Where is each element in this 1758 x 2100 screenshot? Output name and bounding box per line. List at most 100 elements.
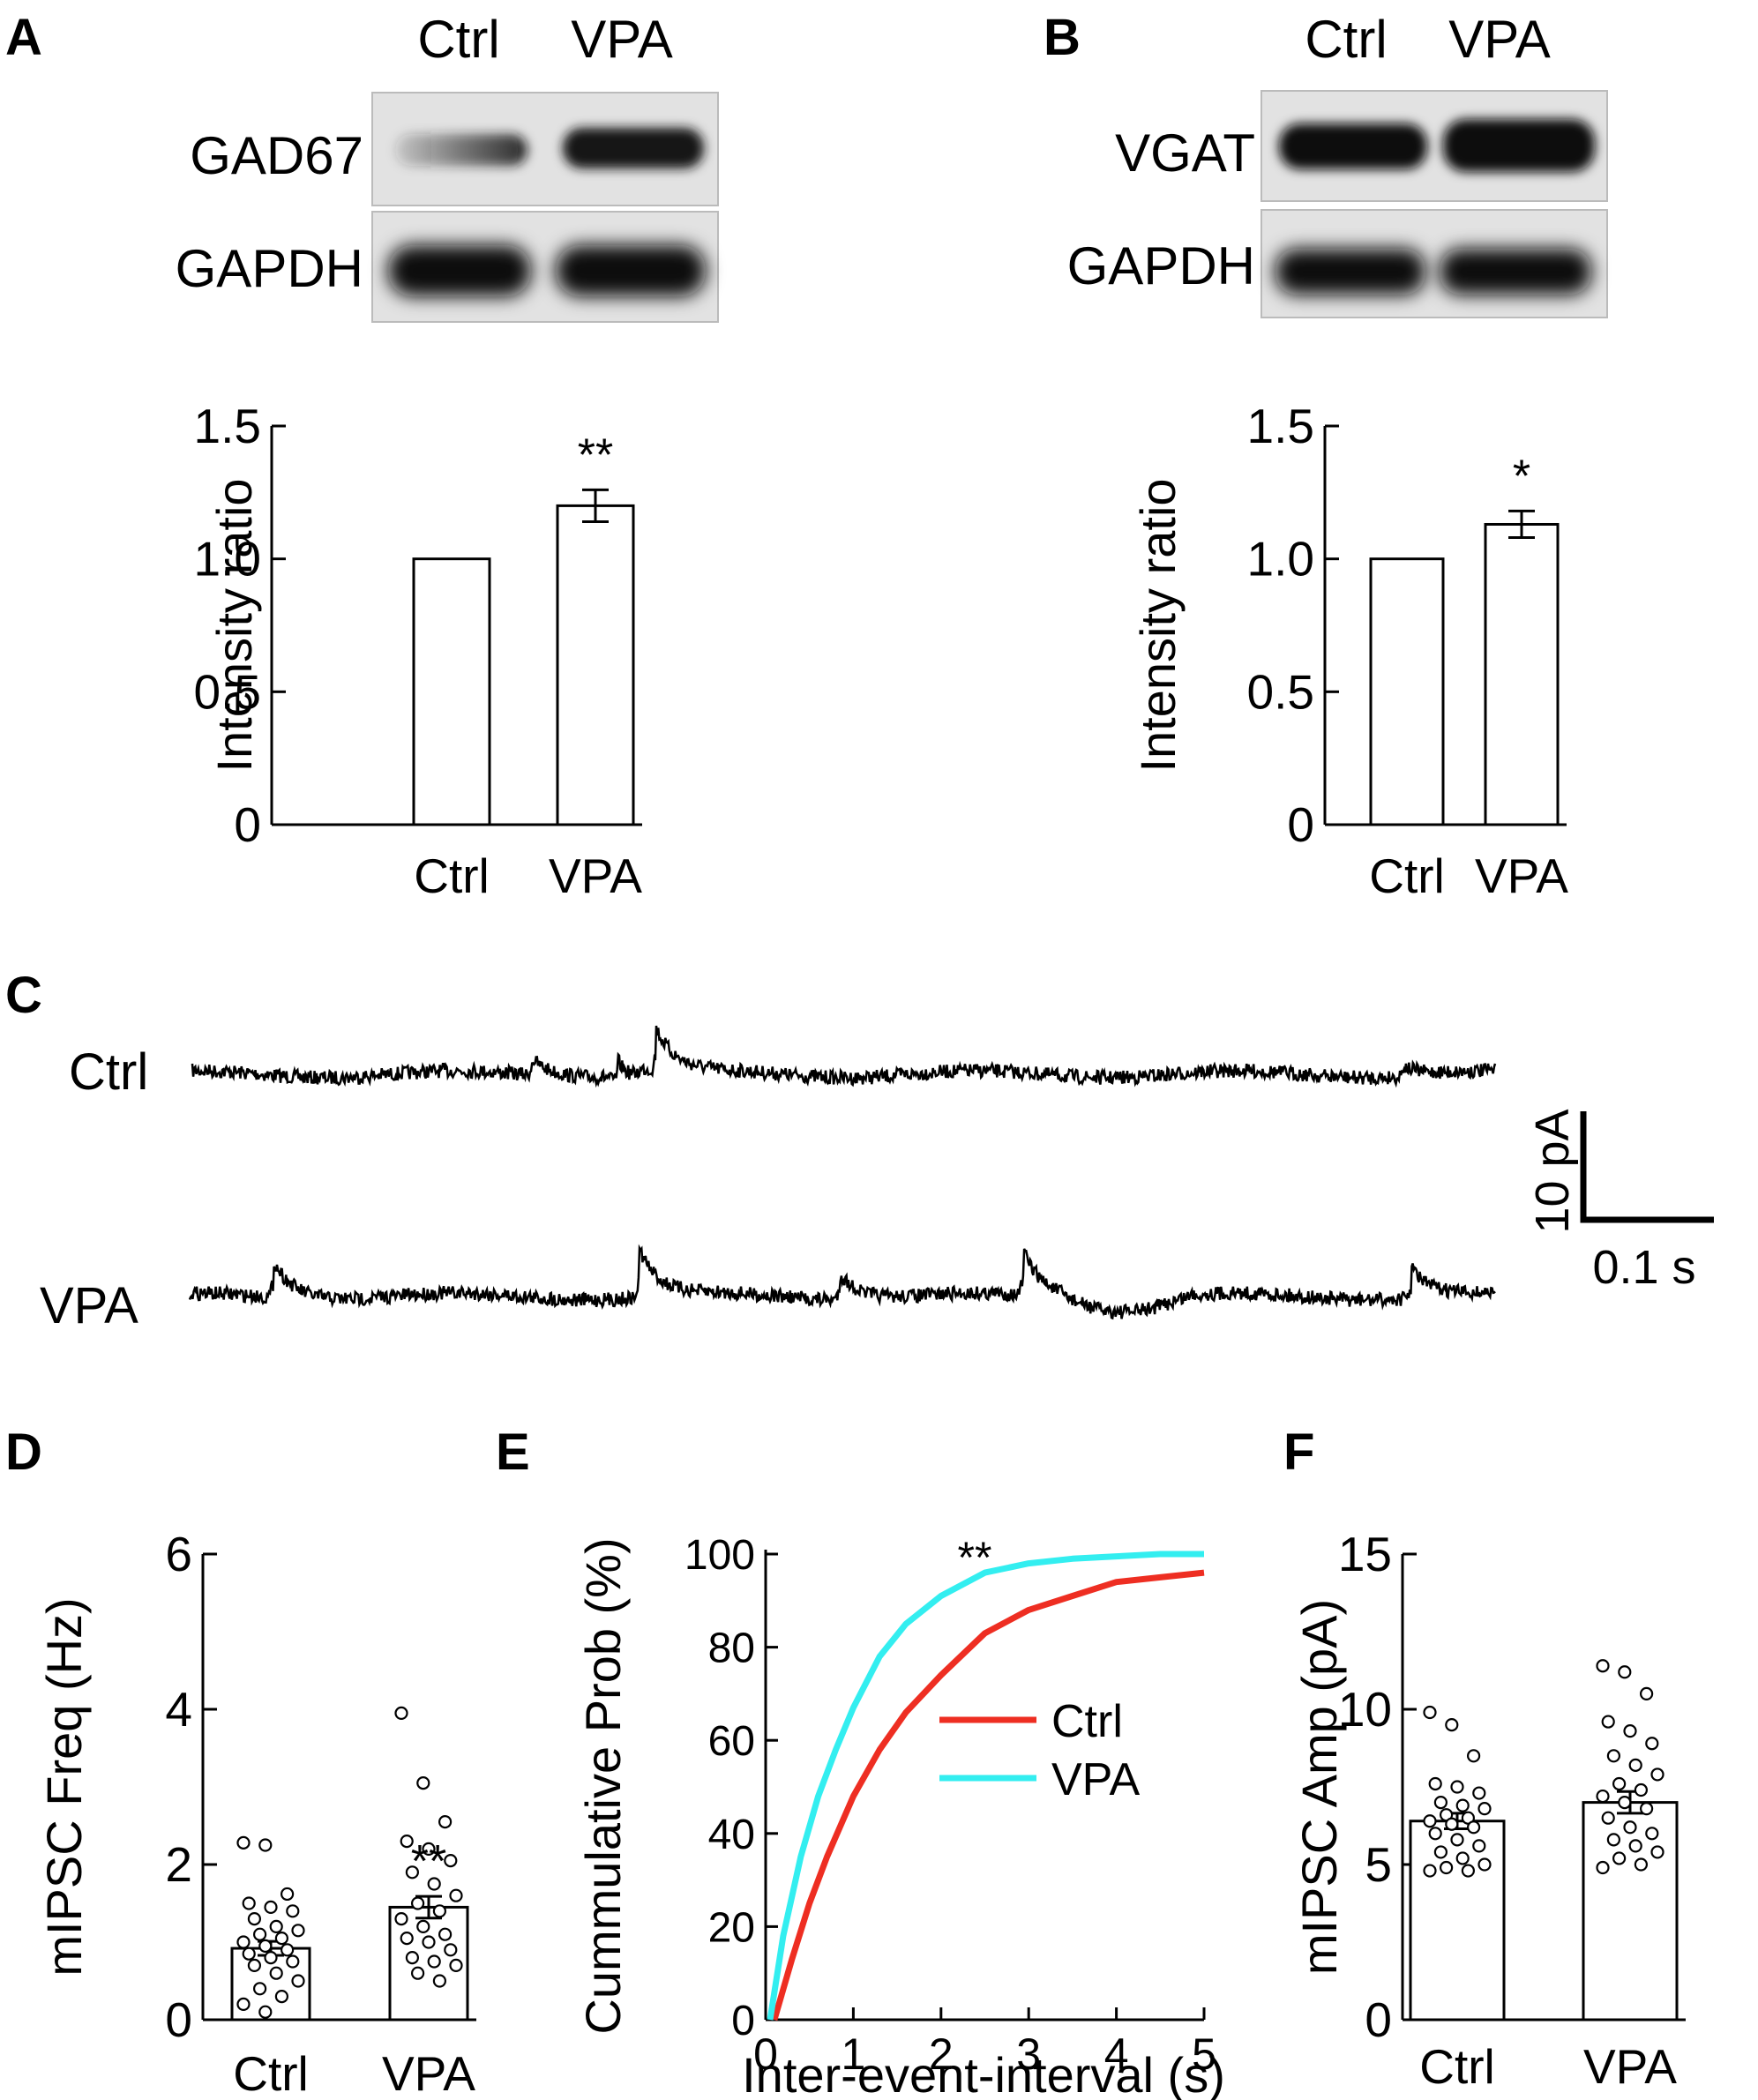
panel-label-e: E bbox=[496, 1424, 530, 1481]
x-tick-label: 4 bbox=[1104, 2029, 1129, 2079]
data-point bbox=[264, 1951, 278, 1965]
data-point bbox=[242, 1947, 256, 1961]
data-point bbox=[236, 1835, 251, 1850]
y-tick-label: 1.0 bbox=[1247, 532, 1314, 587]
data-point bbox=[264, 1900, 278, 1914]
blot-a-band-gapdh-vpa bbox=[556, 245, 706, 296]
chart-f-mipsc-amp: 0 5 10 15 mIPSC Amp (pA) Ctrl VPA bbox=[1291, 1527, 1686, 2094]
y-tick-label: 0.5 bbox=[194, 664, 261, 719]
y-tick-label: 6 bbox=[165, 1527, 192, 1581]
x-tick-label: VPA bbox=[549, 848, 642, 903]
data-point bbox=[422, 1842, 436, 1856]
western-blot-b: Ctrl VPA VGAT GAPDH bbox=[1067, 10, 1608, 318]
data-point bbox=[432, 1974, 446, 1988]
data-point bbox=[449, 1958, 463, 1972]
scale-bar-x-label: 0.1 s bbox=[1592, 1241, 1695, 1294]
blot-b-band-gapdh-ctrl bbox=[1275, 249, 1425, 295]
series-line-ctrl bbox=[771, 1569, 1205, 2021]
panel-label-a: A bbox=[5, 9, 42, 66]
bar-vpa bbox=[1582, 1801, 1679, 2022]
data-point bbox=[1634, 1857, 1649, 1872]
data-point bbox=[438, 1815, 453, 1829]
y-tick-label: 4 bbox=[165, 1682, 192, 1737]
x-tick-label: 1 bbox=[841, 2029, 865, 2079]
data-point bbox=[1596, 1860, 1610, 1875]
x-tick-label: 2 bbox=[929, 2029, 954, 2079]
data-point bbox=[444, 1943, 458, 1957]
y-tick-label: 1.0 bbox=[194, 532, 261, 587]
data-point bbox=[1455, 1851, 1470, 1865]
data-point bbox=[1439, 1860, 1454, 1875]
data-point bbox=[247, 1912, 261, 1926]
data-point bbox=[1601, 1715, 1615, 1729]
data-point bbox=[1428, 1776, 1442, 1791]
x-tick-label: 3 bbox=[1016, 2029, 1041, 2079]
x-tick-label: Ctrl bbox=[1369, 848, 1445, 903]
y-tick-label: 0 bbox=[234, 797, 261, 852]
data-point bbox=[1606, 1749, 1621, 1763]
trace-ctrl bbox=[191, 1025, 1497, 1088]
y-axis-label: mIPSC Freq (Hz) bbox=[36, 1597, 92, 1976]
bar-ctrl bbox=[412, 557, 491, 826]
trace-vpa bbox=[188, 1244, 1496, 1320]
data-point bbox=[1445, 1817, 1459, 1831]
data-point bbox=[1628, 1839, 1642, 1853]
data-point bbox=[444, 1854, 458, 1868]
data-point bbox=[1618, 1795, 1632, 1810]
data-point bbox=[1450, 1833, 1464, 1847]
data-point bbox=[258, 1838, 273, 1852]
data-point bbox=[1466, 1749, 1481, 1763]
significance-marker: ** bbox=[958, 1533, 992, 1582]
data-point bbox=[1639, 1686, 1654, 1701]
data-point bbox=[1433, 1795, 1448, 1810]
bar-vpa bbox=[556, 504, 635, 826]
data-point bbox=[1445, 1717, 1459, 1732]
y-tick-label: 0.5 bbox=[1247, 664, 1314, 719]
data-point bbox=[1472, 1839, 1486, 1853]
significance-marker: ** bbox=[411, 1836, 446, 1887]
data-point bbox=[1461, 1864, 1476, 1878]
data-point bbox=[269, 1919, 283, 1933]
data-point bbox=[286, 1904, 300, 1918]
y-tick-label: 80 bbox=[708, 1625, 755, 1672]
panel-label-d: D bbox=[5, 1424, 42, 1481]
data-point bbox=[1606, 1833, 1621, 1847]
x-tick-label: 5 bbox=[1192, 2029, 1216, 2079]
x-tick-label: Ctrl bbox=[233, 2046, 309, 2100]
chart-b-intensity-ratio: 0 0.5 1.0 1.5 Intensity ratio Ctrl VPA * bbox=[1130, 399, 1568, 903]
data-point bbox=[1472, 1786, 1486, 1800]
y-tick-label: 0 bbox=[1365, 1992, 1392, 2047]
blot-a-band-gapdh-ctrl bbox=[388, 245, 531, 296]
data-point bbox=[253, 1982, 267, 1996]
blot-a-row-gapdh: GAPDH bbox=[176, 239, 363, 298]
x-axis-label: Inter-event-interval (s) bbox=[742, 2047, 1225, 2100]
blot-b-lane-ctrl: Ctrl bbox=[1305, 10, 1387, 69]
data-point bbox=[1645, 1737, 1659, 1751]
data-point bbox=[1428, 1827, 1442, 1841]
y-axis-label: Intensity ratio bbox=[1130, 478, 1186, 772]
data-point bbox=[1423, 1814, 1437, 1828]
y-tick-label: 0 bbox=[165, 1992, 192, 2047]
blot-a-row-gad67: GAD67 bbox=[190, 126, 363, 185]
blot-b-row-vgat: VGAT bbox=[1115, 123, 1255, 183]
data-point bbox=[438, 1927, 453, 1941]
x-tick-label: 0 bbox=[753, 2029, 778, 2079]
blot-b-row-gapdh: GAPDH bbox=[1067, 236, 1255, 295]
data-point bbox=[1477, 1857, 1492, 1872]
legend-label-ctrl: Ctrl bbox=[1051, 1696, 1123, 1747]
chart-d-mipsc-freq: 0 2 4 6 mIPSC Freq (Hz) Ctrl VPA ** bbox=[36, 1527, 476, 2100]
data-point bbox=[1623, 1820, 1637, 1835]
y-tick-label: 1.5 bbox=[194, 399, 261, 453]
data-point bbox=[427, 1877, 441, 1891]
data-point bbox=[281, 1887, 295, 1902]
data-point bbox=[1477, 1802, 1492, 1816]
data-point bbox=[242, 1896, 256, 1910]
data-point bbox=[1628, 1758, 1642, 1772]
chart-a-intensity-ratio: 0 0.5 1.0 1.5 Intensity ratio Ctrl VPA ** bbox=[194, 399, 643, 903]
scale-bar-y-label: 10 pA bbox=[1526, 1109, 1579, 1233]
data-point bbox=[258, 1939, 273, 1953]
data-point bbox=[281, 1943, 295, 1957]
data-point bbox=[1623, 1724, 1637, 1738]
data-point bbox=[1433, 1845, 1448, 1859]
data-point bbox=[411, 1896, 425, 1910]
